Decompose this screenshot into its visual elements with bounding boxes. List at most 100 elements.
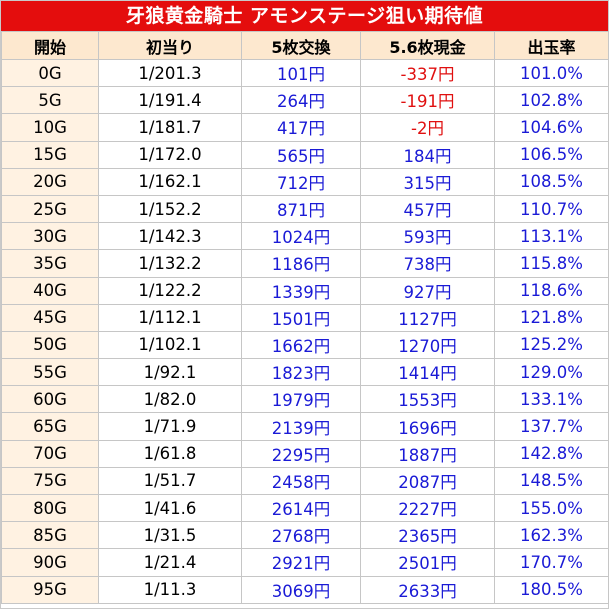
cell-exchange-5: 2921円	[241, 548, 361, 577]
cell-first-hit: 1/181.7	[98, 113, 242, 142]
cell-start: 60G	[1, 385, 99, 414]
cell-payout-rate: 148.5%	[494, 466, 609, 496]
cell-start: 45G	[1, 303, 99, 332]
cell-cash-5-6: 593円	[360, 222, 495, 251]
cell-first-hit: 1/102.1	[98, 330, 242, 360]
cell-first-hit: 1/122.2	[98, 276, 242, 305]
header-payout-rate: 出玉率	[494, 31, 609, 60]
cell-start: 95G	[1, 575, 99, 604]
cell-first-hit: 1/51.7	[98, 466, 242, 496]
cell-exchange-5: 2139円	[241, 412, 361, 441]
cell-exchange-5: 1979円	[241, 385, 361, 414]
cell-payout-rate: 102.8%	[494, 86, 609, 115]
cell-payout-rate: 115.8%	[494, 249, 609, 278]
cell-cash-5-6: 738円	[360, 249, 495, 278]
cell-start: 25G	[1, 194, 99, 224]
cell-first-hit: 1/71.9	[98, 412, 242, 441]
cell-cash-5-6: 1414円	[360, 358, 495, 387]
cell-first-hit: 1/82.0	[98, 385, 242, 414]
cell-start: 5G	[1, 86, 99, 115]
table-row: 30G 1/142.3 1024円 593円 113.1%	[1, 222, 609, 251]
cell-first-hit: 1/162.1	[98, 167, 242, 196]
cell-cash-5-6: 457円	[360, 194, 495, 224]
table-row: 70G 1/61.8 2295円 1887円 142.8%	[1, 439, 609, 468]
cell-payout-rate: 155.0%	[494, 493, 609, 523]
cell-cash-5-6: 1887円	[360, 439, 495, 468]
cell-first-hit: 1/21.4	[98, 548, 242, 577]
cell-start: 70G	[1, 439, 99, 468]
cell-payout-rate: 125.2%	[494, 330, 609, 360]
cell-start: 50G	[1, 330, 99, 360]
cell-cash-5-6: 2633円	[360, 575, 495, 604]
cell-start: 80G	[1, 493, 99, 523]
cell-start: 10G	[1, 113, 99, 142]
cell-start: 35G	[1, 249, 99, 278]
cell-first-hit: 1/41.6	[98, 493, 242, 523]
table-row: 95G 1/11.3 3069円 2633円 180.5%	[1, 575, 609, 604]
header-exchange-5: 5枚交換	[241, 31, 361, 60]
cell-cash-5-6: 2087円	[360, 466, 495, 496]
table-row: 0G 1/201.3 101円 -337円 101.0%	[1, 58, 609, 88]
cell-start: 20G	[1, 167, 99, 196]
cell-exchange-5: 2458円	[241, 466, 361, 496]
cell-exchange-5: 871円	[241, 194, 361, 224]
cell-first-hit: 1/31.5	[98, 521, 242, 550]
table-row: 10G 1/181.7 417円 -2円 104.6%	[1, 113, 609, 142]
table-header: 開始 初当り 5枚交換 5.6枚現金 出玉率	[1, 31, 609, 60]
expected-value-table: 開始 初当り 5枚交換 5.6枚現金 出玉率 0G 1/201.3 101円 -337…	[1, 31, 609, 604]
cell-cash-5-6: 184円	[360, 140, 495, 169]
cell-cash-5-6: 1270円	[360, 330, 495, 360]
cell-payout-rate: 133.1%	[494, 385, 609, 414]
cell-start: 55G	[1, 358, 99, 387]
cell-first-hit: 1/132.2	[98, 249, 242, 278]
table-row: 45G 1/112.1 1501円 1127円 121.8%	[1, 303, 609, 332]
cell-cash-5-6: 2501円	[360, 548, 495, 577]
cell-first-hit: 1/11.3	[98, 575, 242, 604]
cell-cash-5-6: 1127円	[360, 303, 495, 332]
cell-payout-rate: 106.5%	[494, 140, 609, 169]
table-row: 85G 1/31.5 2768円 2365円 162.3%	[1, 521, 609, 550]
cell-payout-rate: 180.5%	[494, 575, 609, 604]
cell-exchange-5: 1662円	[241, 330, 361, 360]
cell-start: 30G	[1, 222, 99, 251]
cell-payout-rate: 142.8%	[494, 439, 609, 468]
cell-cash-5-6: 1553円	[360, 385, 495, 414]
header-cash-5-6: 5.6枚現金	[360, 31, 495, 60]
cell-payout-rate: 101.0%	[494, 58, 609, 88]
cell-payout-rate: 170.7%	[494, 548, 609, 577]
cell-payout-rate: 104.6%	[494, 113, 609, 142]
cell-first-hit: 1/142.3	[98, 222, 242, 251]
table-row: 60G 1/82.0 1979円 1553円 133.1%	[1, 385, 609, 414]
cell-cash-5-6: 2227円	[360, 493, 495, 523]
cell-exchange-5: 101円	[241, 58, 361, 88]
table-row: 55G 1/92.1 1823円 1414円 129.0%	[1, 358, 609, 387]
cell-payout-rate: 113.1%	[494, 222, 609, 251]
table-title: 牙狼黄金騎士 アモンステージ狙い期待値	[1, 1, 608, 31]
table-row: 35G 1/132.2 1186円 738円 115.8%	[1, 249, 609, 278]
cell-exchange-5: 712円	[241, 167, 361, 196]
cell-cash-5-6: -337円	[360, 58, 495, 88]
cell-start: 90G	[1, 548, 99, 577]
table-row: 50G 1/102.1 1662円 1270円 125.2%	[1, 330, 609, 360]
cell-first-hit: 1/201.3	[98, 58, 242, 88]
table-row: 25G 1/152.2 871円 457円 110.7%	[1, 194, 609, 224]
cell-exchange-5: 1186円	[241, 249, 361, 278]
cell-first-hit: 1/172.0	[98, 140, 242, 169]
cell-exchange-5: 565円	[241, 140, 361, 169]
header-start: 開始	[1, 31, 99, 60]
table-row: 5G 1/191.4 264円 -191円 102.8%	[1, 86, 609, 115]
cell-first-hit: 1/191.4	[98, 86, 242, 115]
cell-exchange-5: 417円	[241, 113, 361, 142]
cell-start: 65G	[1, 412, 99, 441]
table-row: 80G 1/41.6 2614円 2227円 155.0%	[1, 493, 609, 523]
cell-exchange-5: 2614円	[241, 493, 361, 523]
cell-cash-5-6: 1696円	[360, 412, 495, 441]
cell-cash-5-6: -191円	[360, 86, 495, 115]
cell-exchange-5: 2295円	[241, 439, 361, 468]
cell-payout-rate: 162.3%	[494, 521, 609, 550]
table-body: 0G 1/201.3 101円 -337円 101.0% 5G 1/191.4 264円 -19…	[1, 58, 609, 604]
cell-exchange-5: 1339円	[241, 276, 361, 305]
cell-start: 85G	[1, 521, 99, 550]
header-first-hit: 初当り	[98, 31, 242, 60]
